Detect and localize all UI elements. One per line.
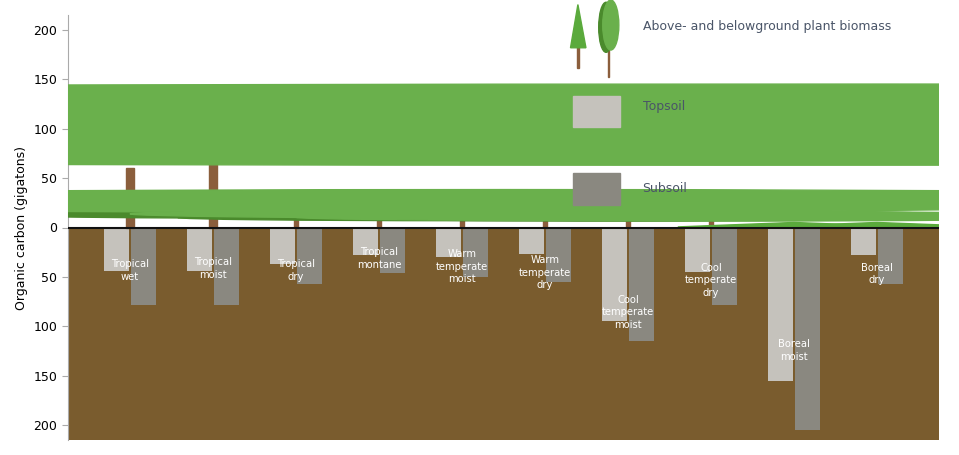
Bar [626, 219, 630, 228]
Text: Warm
temperate
moist: Warm temperate moist [436, 249, 488, 284]
Ellipse shape [479, 215, 959, 221]
Ellipse shape [602, 0, 619, 50]
Ellipse shape [0, 104, 959, 166]
Text: Cool
temperate
moist: Cool temperate moist [602, 295, 654, 329]
Bar [187, 228, 212, 271]
Bar [519, 228, 544, 254]
Bar [629, 228, 654, 341]
Bar [709, 221, 713, 228]
Ellipse shape [368, 215, 891, 221]
Bar [214, 228, 239, 304]
Bar [353, 228, 378, 255]
Bar [602, 228, 627, 321]
Bar [546, 228, 571, 282]
Ellipse shape [0, 198, 732, 212]
Ellipse shape [0, 89, 959, 158]
Text: Boreal
dry: Boreal dry [861, 263, 893, 285]
Bar [127, 168, 134, 228]
Text: Topsoil: Topsoil [643, 100, 685, 113]
Ellipse shape [0, 197, 959, 212]
Ellipse shape [329, 211, 959, 219]
Bar [380, 228, 405, 273]
Polygon shape [571, 5, 586, 48]
Bar [877, 228, 902, 284]
Bar [105, 228, 129, 271]
Text: Tropical
moist: Tropical moist [194, 257, 232, 279]
Bar [270, 228, 295, 264]
Bar [795, 228, 820, 430]
Text: Warm
temperate
dry: Warm temperate dry [519, 255, 572, 290]
Ellipse shape [296, 214, 894, 221]
Polygon shape [678, 222, 910, 227]
Ellipse shape [177, 214, 738, 221]
Bar [131, 228, 155, 304]
Bar [68, 228, 939, 440]
Bar [209, 161, 217, 228]
Ellipse shape [0, 191, 931, 209]
Bar [768, 228, 793, 381]
Text: Tropical
wet: Tropical wet [111, 259, 149, 282]
Bar [876, 226, 878, 228]
Bar [608, 46, 609, 77]
Polygon shape [760, 222, 959, 227]
Bar [436, 228, 461, 257]
Bar [577, 46, 579, 68]
Text: Subsoil: Subsoil [643, 182, 688, 195]
Text: Tropical
dry: Tropical dry [277, 259, 316, 282]
Bar [573, 173, 620, 205]
Bar [686, 228, 711, 272]
Bar [463, 228, 488, 277]
Bar [293, 213, 298, 228]
Ellipse shape [0, 190, 959, 208]
Bar [712, 228, 737, 304]
Ellipse shape [0, 210, 719, 218]
Bar [297, 228, 322, 284]
Bar [460, 218, 464, 228]
Text: Above- and belowground plant biomass: Above- and belowground plant biomass [643, 20, 891, 34]
Bar [852, 228, 877, 255]
Ellipse shape [187, 212, 859, 219]
Ellipse shape [0, 84, 959, 157]
Bar [792, 226, 795, 228]
Bar [543, 221, 547, 228]
Text: Boreal
moist: Boreal moist [778, 339, 810, 362]
Ellipse shape [0, 100, 959, 165]
Text: Tropical
montane: Tropical montane [357, 247, 401, 270]
Ellipse shape [598, 2, 614, 52]
Y-axis label: Organic carbon (gigatons): Organic carbon (gigatons) [15, 146, 28, 309]
Bar [377, 209, 382, 228]
Text: Cool
temperate
dry: Cool temperate dry [685, 263, 737, 298]
Ellipse shape [130, 209, 926, 218]
Bar [573, 96, 620, 127]
